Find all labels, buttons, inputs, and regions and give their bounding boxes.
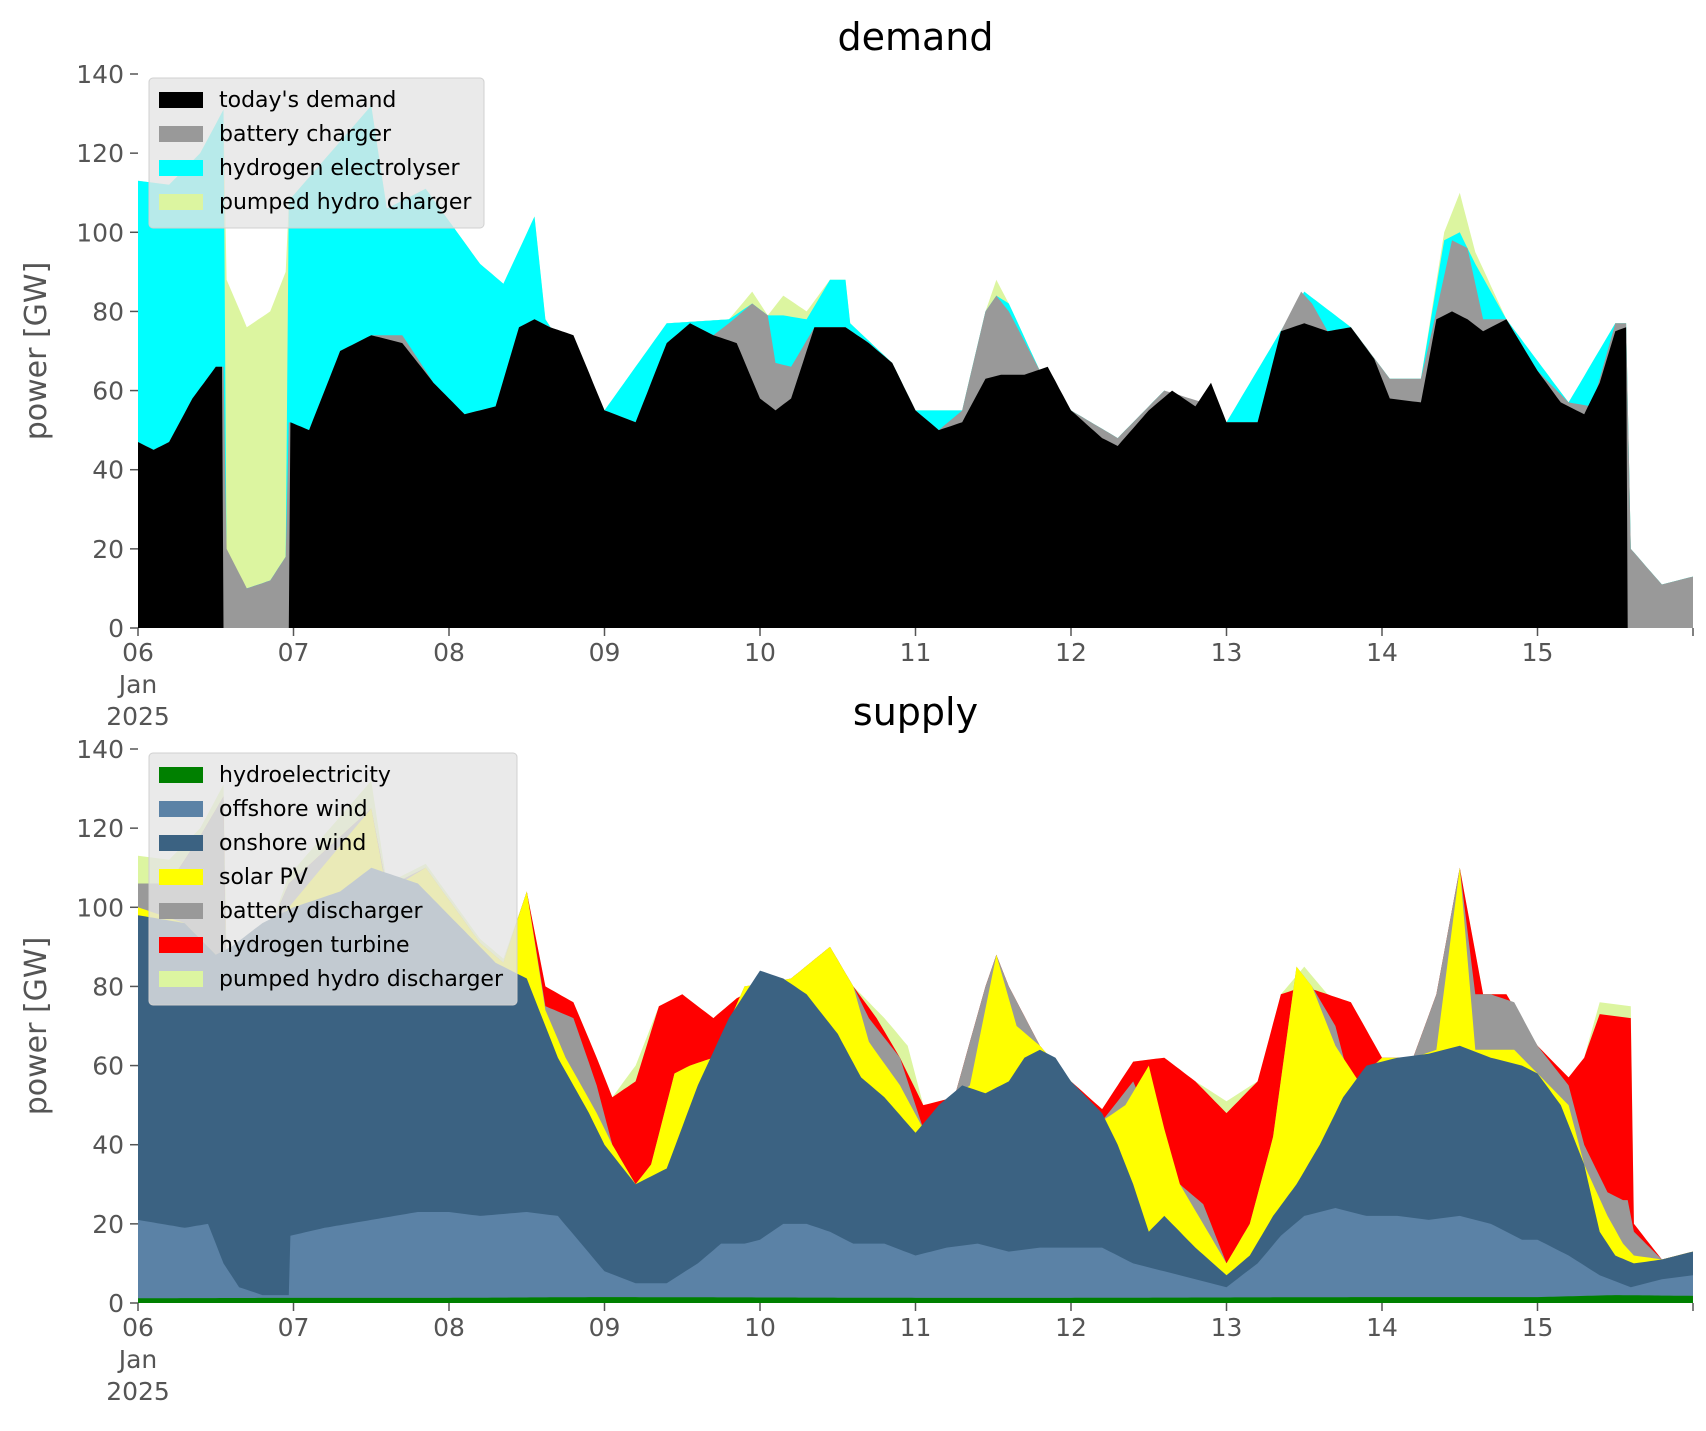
legend-swatch: [159, 971, 203, 987]
y-axis-label: power [GW]: [19, 937, 54, 1116]
x-tick-label: 11: [900, 1313, 932, 1342]
series-area-today-s-demand: [138, 311, 1693, 628]
legend-label: hydrogen electrolyser: [219, 156, 460, 181]
y-tick-label: 40: [92, 456, 124, 485]
y-tick-label: 140: [76, 60, 124, 89]
x-tick-label: 10: [744, 638, 776, 667]
legend-label: battery charger: [219, 122, 392, 147]
x-tick-label: Jan: [117, 1345, 158, 1374]
y-tick-label: 40: [92, 1131, 124, 1160]
legend-label: pumped hydro discharger: [219, 967, 504, 992]
y-tick-label: 20: [92, 535, 124, 564]
series-area-offshore-wind: [138, 1208, 1693, 1303]
series-area-hydroelectricity: [138, 1295, 1693, 1303]
x-tick-label: Jan: [117, 670, 158, 699]
legend-label: pumped hydro charger: [219, 190, 472, 215]
x-tick-label: 13: [1211, 1313, 1243, 1342]
legend-swatch: [159, 801, 203, 817]
legend-label: hydrogen turbine: [219, 933, 410, 958]
x-tick-label: 07: [278, 638, 310, 667]
x-tick-label: 09: [589, 1313, 621, 1342]
y-tick-label: 100: [76, 218, 124, 247]
x-tick-label: 06: [122, 1313, 154, 1342]
x-tick-label: 14: [1366, 1313, 1398, 1342]
demand-panel: demand power [GW] 0 20 40 60 80 100 120 140 06 Jan 2…: [19, 15, 1694, 731]
y-tick-label: 20: [92, 1210, 124, 1239]
legend-swatch: [159, 767, 203, 783]
legend-swatch: [159, 194, 203, 210]
y-tick-label: 120: [76, 814, 124, 843]
y-tick-label: 140: [76, 735, 124, 764]
y-tick-label: 80: [92, 297, 124, 326]
x-tick-label: 11: [900, 638, 932, 667]
x-tick-label: 2025: [106, 702, 170, 731]
chart-title: demand: [837, 15, 993, 59]
legend-label: offshore wind: [219, 797, 368, 822]
legend-swatch: [159, 160, 203, 176]
x-tick-label: 12: [1055, 1313, 1087, 1342]
x-tick-label: 07: [278, 1313, 310, 1342]
x-tick-label: 13: [1211, 638, 1243, 667]
y-tick-label: 0: [108, 1289, 124, 1318]
legend-swatch: [159, 92, 203, 108]
x-tick-label: 10: [744, 1313, 776, 1342]
x-tick-label: 15: [1522, 638, 1554, 667]
supply-panel: supply power [GW] 0 20 40 60 80 100 120 140 06 Jan 2…: [19, 690, 1694, 1406]
y-axis-label: power [GW]: [19, 262, 54, 441]
legend-swatch: [159, 126, 203, 142]
y-tick-label: 120: [76, 139, 124, 168]
x-tick-label: 09: [589, 638, 621, 667]
legend-label: today's demand: [219, 88, 396, 113]
y-tick-label: 60: [92, 1052, 124, 1081]
legend: [148, 752, 518, 1006]
legend-label: hydroelectricity: [219, 763, 391, 788]
series-area-onshore-wind: [138, 867, 1693, 1303]
y-tick-label: 0: [108, 614, 124, 643]
x-tick-label: 12: [1055, 638, 1087, 667]
legend-swatch: [159, 937, 203, 953]
x-tick-label: 15: [1522, 1313, 1554, 1342]
x-tick-label: 08: [433, 638, 465, 667]
legend-swatch: [159, 835, 203, 851]
legend-label: onshore wind: [219, 831, 366, 856]
legend-swatch: [159, 869, 203, 885]
legend-swatch: [159, 903, 203, 919]
x-tick-label: 2025: [106, 1377, 170, 1406]
legend-label: battery discharger: [219, 899, 424, 924]
chart-title: supply: [853, 690, 978, 734]
x-tick-label: 08: [433, 1313, 465, 1342]
y-tick-label: 100: [76, 893, 124, 922]
y-tick-label: 80: [92, 972, 124, 1001]
legend: [148, 77, 485, 229]
x-tick-label: 14: [1366, 638, 1398, 667]
x-tick-label: 06: [122, 638, 154, 667]
y-tick-label: 60: [92, 377, 124, 406]
legend-label: solar PV: [219, 865, 308, 890]
